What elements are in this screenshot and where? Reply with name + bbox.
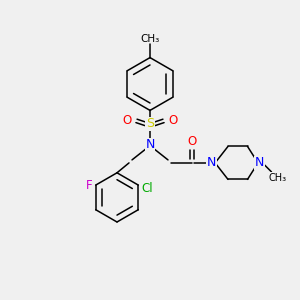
Text: CH₃: CH₃ [140,34,160,44]
Text: O: O [169,113,178,127]
Text: O: O [188,134,196,148]
Text: S: S [146,117,154,130]
Text: N: N [145,138,155,152]
Text: O: O [122,113,131,127]
Text: CH₃: CH₃ [268,173,286,183]
Text: F: F [86,178,92,192]
Text: N: N [255,156,264,170]
Text: Cl: Cl [141,182,152,195]
Text: N: N [207,156,216,170]
